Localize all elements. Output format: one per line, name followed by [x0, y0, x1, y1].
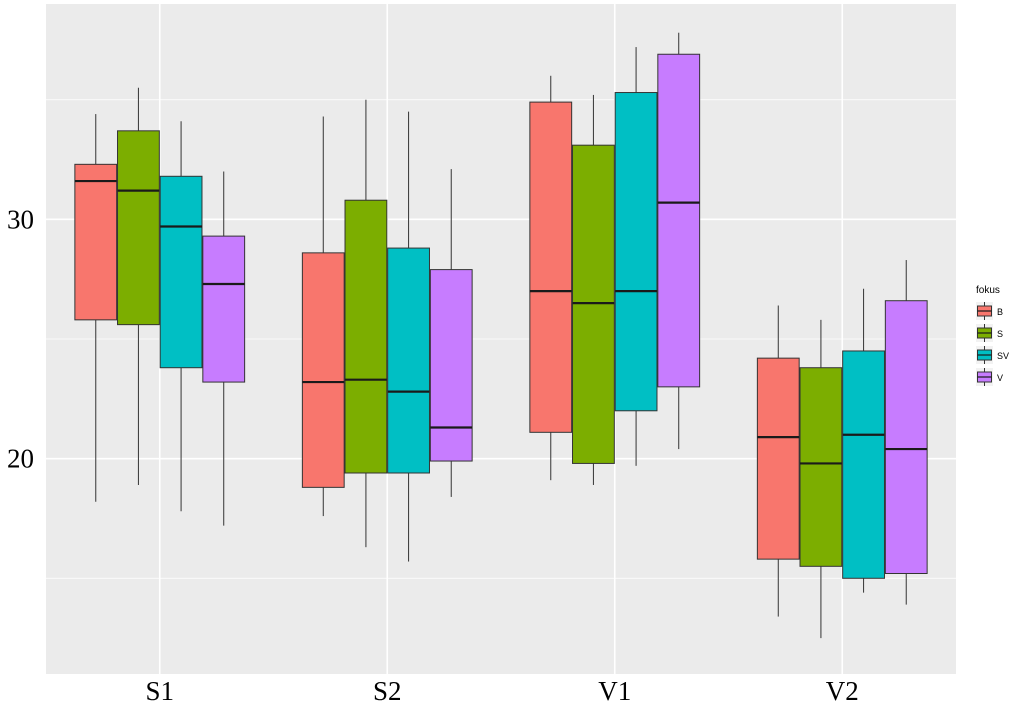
legend-label: B — [997, 307, 1003, 317]
box-body — [842, 350, 885, 579]
box-group-S1-SV — [159, 121, 203, 512]
box-group-V1-S — [572, 94, 615, 485]
box-group-S1-S — [117, 87, 160, 485]
legend-label: V — [997, 373, 1003, 383]
box-body — [117, 130, 160, 326]
box-body — [344, 199, 388, 474]
box-group-S2-SV — [387, 111, 430, 562]
box-group-S1-V — [202, 171, 246, 526]
box-group-S2-B — [301, 116, 345, 517]
boxes-layer — [74, 32, 928, 639]
box-body — [657, 53, 701, 388]
legend-label: S — [997, 329, 1003, 339]
box-group-V2-SV — [842, 288, 885, 593]
box-body — [301, 252, 345, 488]
box-body — [74, 163, 118, 321]
box-group-V1-B — [529, 75, 573, 481]
box-group-S1-B — [74, 114, 118, 502]
box-group-S2-S — [344, 99, 388, 548]
x-tick-label: S1 — [145, 676, 174, 706]
box-body — [799, 367, 843, 567]
box-group-V1-V — [657, 32, 701, 450]
box-body — [572, 144, 615, 464]
box-group-V1-SV — [614, 47, 658, 466]
box-body — [614, 92, 658, 412]
box-body — [387, 247, 430, 474]
legend: fokus B S SV V — [976, 285, 1009, 386]
legend-label: SV — [997, 351, 1009, 361]
box-group-V2-B — [756, 305, 800, 617]
box-body — [429, 269, 473, 462]
x-tick-label: V1 — [598, 676, 631, 706]
box-body — [756, 357, 800, 560]
box-body — [884, 300, 928, 574]
axis-labels: 20 30 S1 S2 V1 V2 — [7, 204, 859, 706]
y-tick-label: 20 — [7, 444, 34, 474]
box-group-V2-S — [799, 319, 843, 639]
box-body — [202, 235, 246, 383]
box-body — [529, 101, 573, 433]
box-group-S2-V — [429, 169, 473, 497]
box-body — [159, 175, 203, 369]
x-tick-label: S2 — [373, 676, 402, 706]
box-group-V2-V — [884, 260, 928, 605]
x-tick-label: V2 — [826, 676, 859, 706]
legend-title: fokus — [976, 285, 1000, 296]
y-tick-label: 30 — [7, 204, 34, 234]
